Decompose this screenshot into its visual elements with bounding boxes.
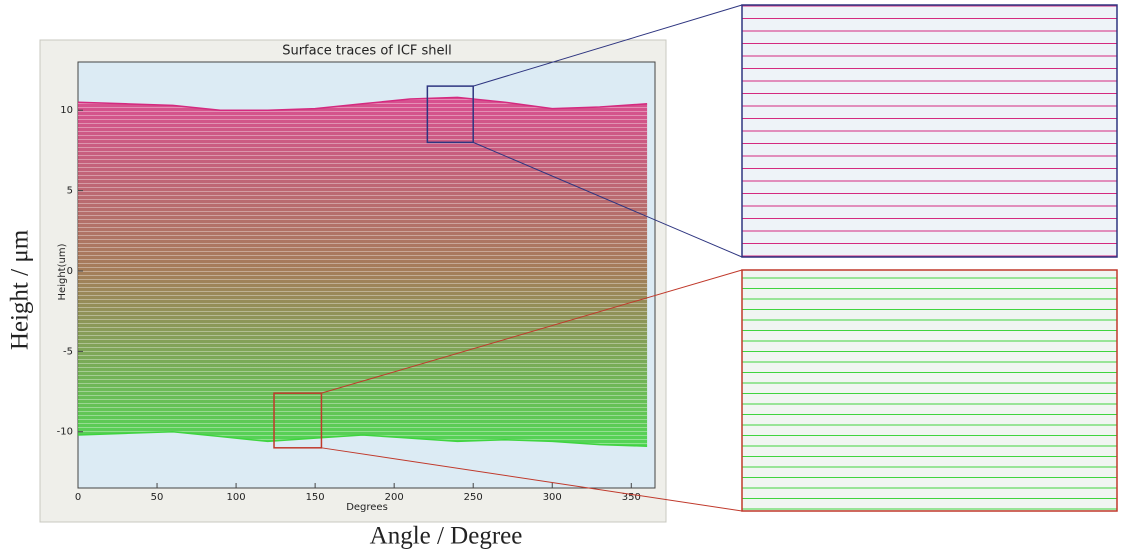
band-group	[78, 96, 648, 447]
zoom-connector	[473, 141, 743, 258]
zoom-connector	[321, 447, 743, 512]
y-tick-label: 5	[67, 186, 73, 197]
x-tick-label: 300	[543, 492, 562, 503]
zoom-connector	[321, 269, 743, 394]
zoom-traces	[742, 5, 1117, 257]
zoom-panel-frame	[741, 269, 1118, 512]
zoom-traces	[742, 270, 1117, 511]
x-tick-label: 150	[306, 492, 325, 503]
zoom-panel-frame	[741, 4, 1118, 258]
figure-y-label: Height / μm	[7, 229, 34, 350]
x-axis-label: Degrees	[346, 502, 388, 513]
x-tick-label: 200	[385, 492, 404, 503]
y-tick-label: 10	[60, 105, 73, 116]
zoom-box	[426, 85, 474, 144]
figure-x-label: Angle / Degree	[370, 523, 523, 550]
zoom-box	[273, 392, 323, 449]
y-tick-label: -5	[63, 346, 73, 357]
x-tick-label: 50	[151, 492, 164, 503]
x-tick-label: 0	[75, 492, 81, 503]
edge-trace	[78, 96, 648, 111]
x-tick-label: 100	[227, 492, 246, 503]
surface-texture	[78, 97, 648, 447]
y-tick-label: -10	[57, 427, 73, 438]
x-tick-label: 250	[464, 492, 483, 503]
chart-title: Surface traces of ICF shell	[282, 44, 452, 59]
y-axis-label: Height(um)	[57, 243, 68, 300]
edge-trace	[78, 430, 648, 447]
y-tick-label: 0	[67, 266, 73, 277]
x-tick-label: 350	[622, 492, 641, 503]
zoom-connector	[473, 4, 743, 87]
